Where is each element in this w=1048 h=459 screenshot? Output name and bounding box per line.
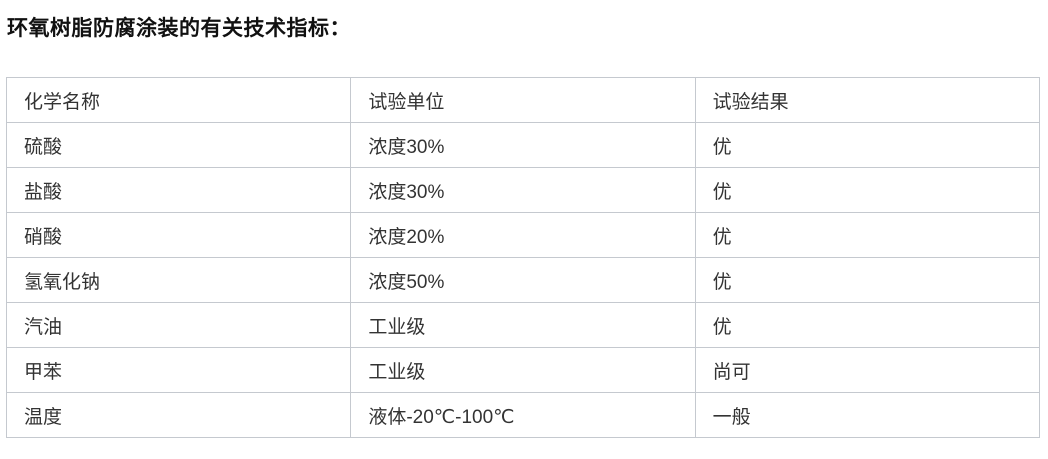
cell-chemical-name: 氢氧化钠 <box>5 257 352 303</box>
table-row: 甲苯 工业级 尚可 <box>5 347 1041 393</box>
cell-test-unit: 液体-20℃-100℃ <box>350 392 696 438</box>
cell-chemical-name: 汽油 <box>5 302 352 348</box>
page-title: 环氧树脂防腐涂装的有关技术指标： <box>7 17 351 40</box>
cell-test-unit: 工业级 <box>350 302 696 348</box>
table-row: 温度 液体-20℃-100℃ 一般 <box>5 392 1041 438</box>
technical-indicators-table: 化学名称 试验单位 试验结果 硫酸 浓度30% 优 盐酸 浓度30% 优 硝酸 … <box>5 77 1041 438</box>
cell-test-unit: 浓度30% <box>350 122 696 168</box>
cell-chemical-name: 硝酸 <box>5 212 352 258</box>
table-row: 硝酸 浓度20% 优 <box>5 212 1041 258</box>
table-row: 氢氧化钠 浓度50% 优 <box>5 257 1041 303</box>
cell-chemical-name: 温度 <box>5 392 352 438</box>
table-header-row: 化学名称 试验单位 试验结果 <box>5 77 1041 123</box>
cell-test-result: 优 <box>694 257 1041 303</box>
cell-chemical-name: 硫酸 <box>5 122 352 168</box>
column-header-test-unit: 试验单位 <box>350 77 696 123</box>
table-row: 盐酸 浓度30% 优 <box>5 167 1041 213</box>
cell-chemical-name: 甲苯 <box>5 347 352 393</box>
cell-test-result: 优 <box>694 167 1041 213</box>
cell-test-unit: 浓度20% <box>350 212 696 258</box>
column-header-chemical-name: 化学名称 <box>5 77 352 123</box>
cell-test-result: 优 <box>694 212 1041 258</box>
cell-test-unit: 工业级 <box>350 347 696 393</box>
cell-test-result: 尚可 <box>694 347 1041 393</box>
table-row: 汽油 工业级 优 <box>5 302 1041 348</box>
cell-test-unit: 浓度50% <box>350 257 696 303</box>
cell-test-result: 一般 <box>694 392 1041 438</box>
cell-chemical-name: 盐酸 <box>5 167 352 213</box>
cell-test-result: 优 <box>694 302 1041 348</box>
cell-test-result: 优 <box>694 122 1041 168</box>
column-header-test-result: 试验结果 <box>694 77 1041 123</box>
cell-test-unit: 浓度30% <box>350 167 696 213</box>
table-row: 硫酸 浓度30% 优 <box>5 122 1041 168</box>
